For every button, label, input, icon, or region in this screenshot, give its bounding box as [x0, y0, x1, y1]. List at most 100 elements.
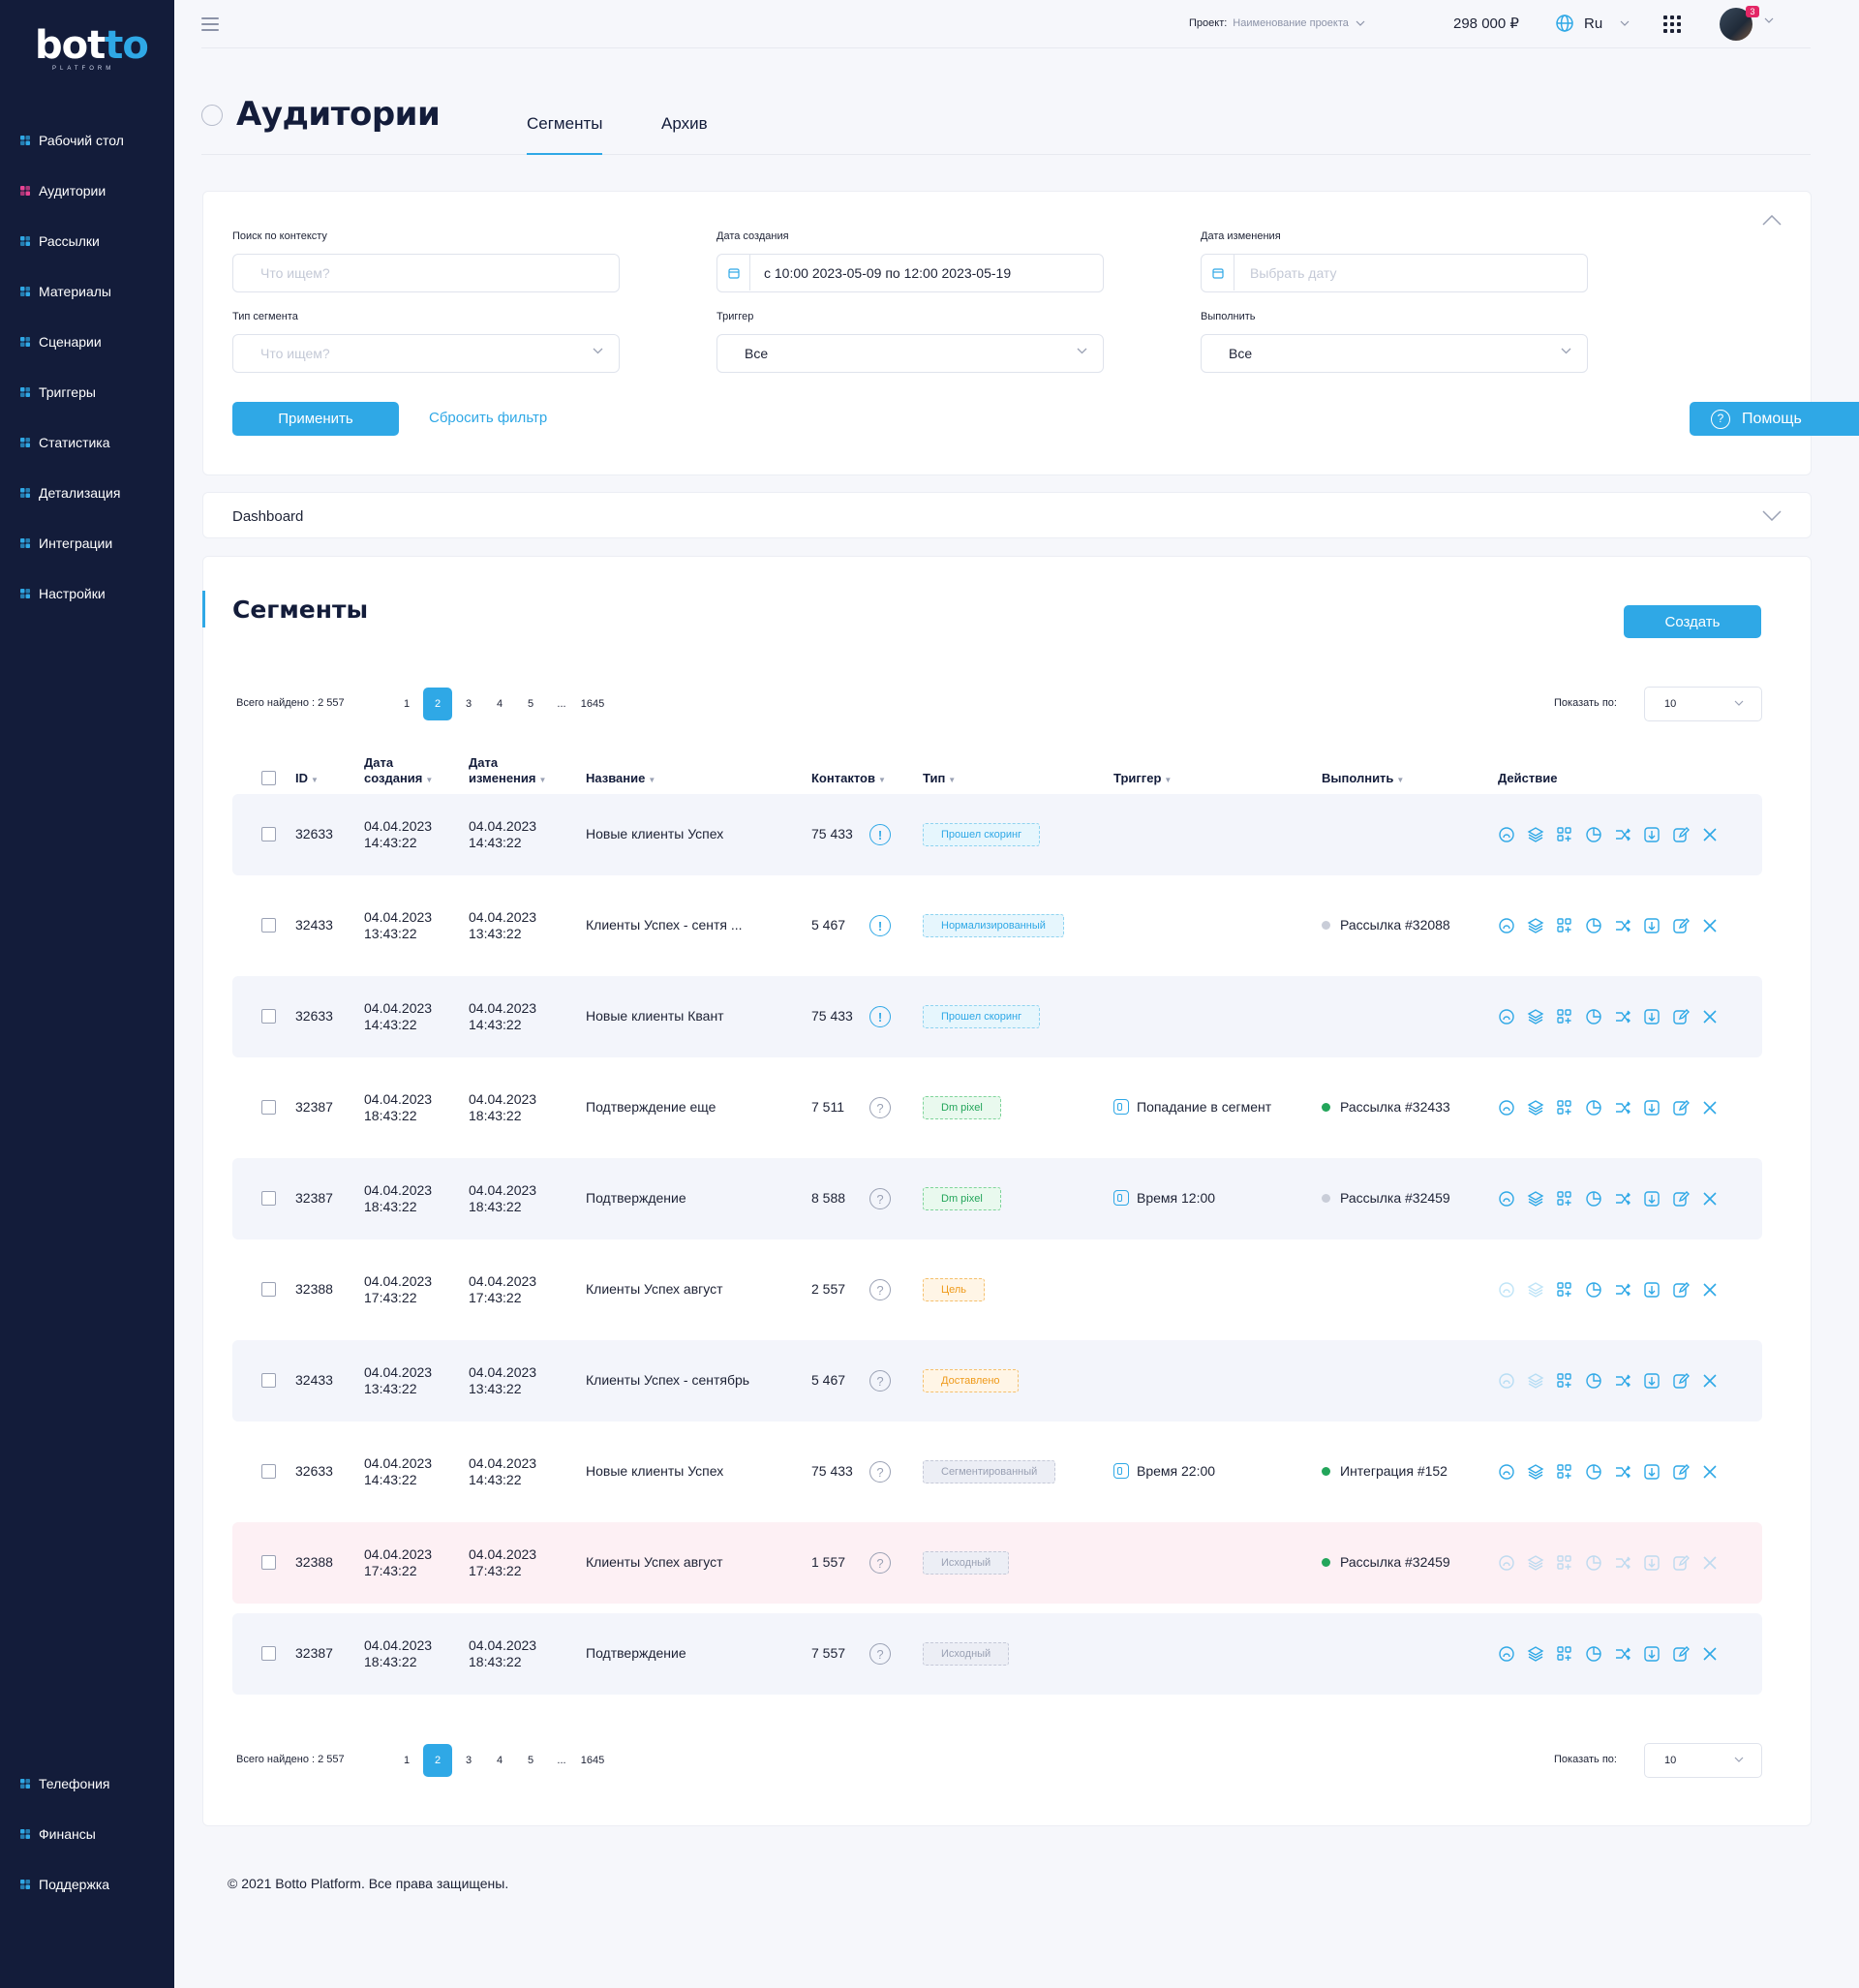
table-row[interactable]: 32387 04.04.2023 18:43:22 04.04.2023 18:43:2… [232, 1613, 1762, 1695]
row-checkbox[interactable] [261, 1464, 276, 1479]
row-name[interactable]: Клиенты Успех - сентя ... [586, 917, 743, 933]
row-checkbox[interactable] [261, 1282, 276, 1297]
sidebar-item-mail[interactable]: Рассылки [19, 229, 100, 253]
alert-icon[interactable]: ! [869, 824, 891, 845]
alert-icon[interactable]: ! [869, 915, 891, 936]
help-icon[interactable]: ? [869, 1370, 891, 1392]
row-name[interactable]: Клиенты Успех - сентябрь [586, 1372, 750, 1388]
sidebar-item-integration[interactable]: Интеграции [19, 532, 112, 555]
layers-icon[interactable] [1527, 1372, 1544, 1390]
pie-chart-icon[interactable] [1585, 1099, 1602, 1116]
row-checkbox[interactable] [261, 1009, 276, 1024]
help-icon[interactable]: ? [869, 1188, 891, 1209]
close-icon[interactable] [1701, 1190, 1719, 1208]
close-icon[interactable] [1701, 826, 1719, 843]
split-icon[interactable] [1614, 1372, 1631, 1390]
show-by-select-bottom[interactable]: 10 [1644, 1743, 1762, 1778]
pie-chart-icon[interactable] [1585, 1281, 1602, 1299]
page-5[interactable]: 5 [527, 698, 534, 710]
row-name[interactable]: Подтверждение еще [586, 1099, 716, 1115]
table-row[interactable]: 32387 04.04.2023 18:43:22 04.04.2023 18:43:2… [232, 1158, 1762, 1239]
add-widget-icon[interactable] [1556, 1008, 1573, 1025]
fingerprint-icon[interactable] [1498, 1645, 1515, 1663]
help-icon[interactable]: ? [869, 1279, 891, 1300]
table-row[interactable]: 32633 04.04.2023 14:43:22 04.04.2023 14:43:2… [232, 794, 1762, 875]
layers-icon[interactable] [1527, 826, 1544, 843]
row-name[interactable]: Новые клиенты Квант [586, 1008, 724, 1024]
row-execute[interactable]: Рассылка #32459 [1322, 1190, 1450, 1206]
edit-icon[interactable] [1672, 1372, 1690, 1390]
layers-icon[interactable] [1527, 917, 1544, 934]
add-widget-icon[interactable] [1556, 1554, 1573, 1572]
split-icon[interactable] [1614, 826, 1631, 843]
download-icon[interactable] [1643, 1281, 1661, 1299]
page-1[interactable]: 1 [403, 698, 411, 710]
help-icon[interactable]: ? [869, 1461, 891, 1483]
table-row[interactable]: 32433 04.04.2023 13:43:22 04.04.2023 13:43:2… [232, 885, 1762, 966]
create-button[interactable]: Создать [1624, 605, 1761, 638]
row-checkbox[interactable] [261, 827, 276, 841]
project-selector[interactable]: Проект: Наименование проекта [1189, 17, 1365, 29]
fingerprint-icon[interactable] [1498, 1281, 1515, 1299]
layers-icon[interactable] [1527, 1645, 1544, 1663]
add-widget-icon[interactable] [1556, 1372, 1573, 1390]
page-1[interactable]: 1 [403, 1755, 411, 1766]
page-2[interactable]: 2 [423, 1744, 452, 1777]
split-icon[interactable] [1614, 1463, 1631, 1481]
row-checkbox[interactable] [261, 1373, 276, 1388]
table-row[interactable]: 32433 04.04.2023 13:43:22 04.04.2023 13:43:2… [232, 1340, 1762, 1422]
row-execute[interactable]: Рассылка #32459 [1322, 1554, 1450, 1570]
pie-chart-icon[interactable] [1585, 1645, 1602, 1663]
fingerprint-icon[interactable] [1498, 1372, 1515, 1390]
add-widget-icon[interactable] [1556, 1190, 1573, 1208]
col-trigger[interactable]: Триггер ▼ [1113, 771, 1173, 785]
row-name[interactable]: Новые клиенты Успех [586, 1463, 724, 1479]
page-4[interactable]: 4 [496, 698, 503, 710]
table-row[interactable]: 32633 04.04.2023 14:43:22 04.04.2023 14:43:2… [232, 1431, 1762, 1513]
close-icon[interactable] [1701, 1463, 1719, 1481]
pie-chart-icon[interactable] [1585, 1554, 1602, 1572]
col-execute[interactable]: Выполнить ▼ [1322, 771, 1405, 785]
pie-chart-icon[interactable] [1585, 1190, 1602, 1208]
table-row[interactable]: 32388 04.04.2023 17:43:22 04.04.2023 17:43:2… [232, 1249, 1762, 1330]
edit-icon[interactable] [1672, 917, 1690, 934]
sidebar-item-phone[interactable]: Телефония [19, 1772, 109, 1795]
col-modified[interactable]: Дата изменения ▼ [469, 755, 547, 785]
close-icon[interactable] [1701, 1372, 1719, 1390]
add-widget-icon[interactable] [1556, 1645, 1573, 1663]
menu-icon[interactable] [201, 17, 219, 31]
apps-grid-icon[interactable] [1663, 15, 1681, 33]
apply-button[interactable]: Применить [232, 402, 399, 436]
table-row[interactable]: 32388 04.04.2023 17:43:22 04.04.2023 17:43:2… [232, 1522, 1762, 1604]
row-checkbox[interactable] [261, 918, 276, 933]
add-widget-icon[interactable] [1556, 826, 1573, 843]
sidebar-item-users[interactable]: Аудитории [19, 179, 106, 202]
add-widget-icon[interactable] [1556, 917, 1573, 934]
fingerprint-icon[interactable] [1498, 1008, 1515, 1025]
col-type[interactable]: Тип ▼ [923, 771, 957, 785]
layers-icon[interactable] [1527, 1281, 1544, 1299]
add-widget-icon[interactable] [1556, 1281, 1573, 1299]
sidebar-item-details[interactable]: Детализация [19, 481, 120, 505]
row-trigger[interactable]: Попадание в сегмент [1113, 1099, 1271, 1115]
row-name[interactable]: Подтверждение [586, 1645, 686, 1661]
download-icon[interactable] [1643, 1463, 1661, 1481]
download-icon[interactable] [1643, 826, 1661, 843]
row-name[interactable]: Новые клиенты Успех [586, 826, 724, 841]
close-icon[interactable] [1701, 917, 1719, 934]
edit-icon[interactable] [1672, 1463, 1690, 1481]
row-execute[interactable]: Рассылка #32088 [1322, 917, 1450, 933]
fingerprint-icon[interactable] [1498, 1099, 1515, 1116]
page-3[interactable]: 3 [465, 698, 472, 710]
col-contacts[interactable]: Контактов ▼ [811, 771, 886, 785]
language-selector[interactable]: Ru [1555, 14, 1630, 33]
download-icon[interactable] [1643, 917, 1661, 934]
row-checkbox[interactable] [261, 1646, 276, 1661]
edit-icon[interactable] [1672, 1190, 1690, 1208]
layers-icon[interactable] [1527, 1554, 1544, 1572]
tab-archive[interactable]: Архив [661, 114, 708, 133]
row-name[interactable]: Подтверждение [586, 1190, 686, 1206]
modified-date-input[interactable]: Выбрать дату [1201, 254, 1588, 292]
col-created[interactable]: Дата создания ▼ [364, 755, 434, 785]
edit-icon[interactable] [1672, 1554, 1690, 1572]
